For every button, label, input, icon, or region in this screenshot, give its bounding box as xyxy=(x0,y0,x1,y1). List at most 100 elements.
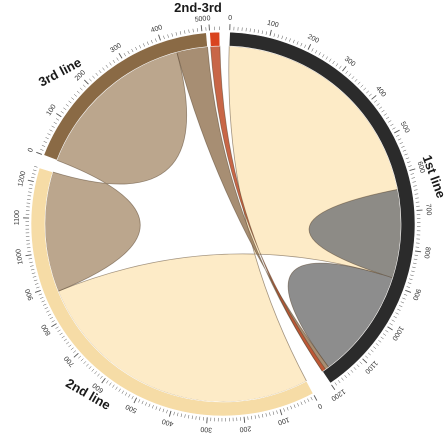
tick-first xyxy=(411,270,415,273)
tick-label-first: 800 xyxy=(422,246,431,259)
tick-third xyxy=(51,125,55,128)
tick-second xyxy=(44,307,48,310)
tick-second xyxy=(55,326,59,329)
tick-second xyxy=(112,384,115,388)
tick-first xyxy=(311,48,314,52)
segment-arc-first xyxy=(228,31,416,384)
tick-second xyxy=(27,195,32,197)
tick-label-second: 300 xyxy=(200,425,212,433)
tick-third xyxy=(158,34,161,41)
tick-first xyxy=(406,286,411,288)
tick-third xyxy=(112,59,116,64)
tick-second xyxy=(155,406,158,410)
tick-second xyxy=(34,289,41,293)
tick-third xyxy=(146,41,149,45)
tick-first xyxy=(273,33,276,37)
tick-first xyxy=(285,36,287,41)
tick-third xyxy=(36,151,43,155)
tick-second xyxy=(57,329,61,333)
tick-second xyxy=(31,176,35,179)
tick-second xyxy=(168,410,172,417)
tick-third xyxy=(41,144,46,147)
tick-second xyxy=(159,407,161,412)
tick-first xyxy=(368,93,372,97)
tick-second xyxy=(32,276,37,278)
segment-arc-second xyxy=(30,167,314,417)
tick-second xyxy=(46,310,50,313)
tick-first xyxy=(341,377,344,381)
tick-label-second: 200 xyxy=(239,424,251,432)
tick-first xyxy=(329,58,332,62)
tick-label-first: 1200 xyxy=(330,387,347,402)
tick-second xyxy=(91,368,95,372)
tick-first xyxy=(300,42,303,47)
tick-second xyxy=(138,399,141,403)
tick-first xyxy=(396,134,400,137)
link-third-second-2 xyxy=(44,51,188,292)
tick-third xyxy=(60,111,64,114)
tick-third xyxy=(105,64,109,68)
tick-first xyxy=(388,120,392,123)
tick-third xyxy=(163,35,165,40)
tick-second xyxy=(279,409,283,416)
tick-third xyxy=(65,104,69,107)
tick-third xyxy=(155,38,157,42)
tick-first xyxy=(401,145,405,148)
tick-first xyxy=(402,297,406,300)
tick-second xyxy=(133,397,138,404)
tick-second xyxy=(276,410,278,414)
tick-second xyxy=(59,332,63,336)
tick-first xyxy=(344,375,347,379)
tick-third xyxy=(116,57,119,61)
tick-first xyxy=(332,60,335,65)
tick-second xyxy=(180,413,182,418)
tick-first xyxy=(400,301,405,304)
tick-second xyxy=(258,414,260,419)
tick-first xyxy=(381,109,385,113)
tick-first xyxy=(404,153,408,156)
tick-second xyxy=(145,402,147,406)
tick-first xyxy=(399,305,403,308)
tick-second xyxy=(40,297,44,299)
tick-second xyxy=(34,166,38,168)
tick-third xyxy=(47,133,51,136)
tick-first xyxy=(402,149,407,152)
tick-first xyxy=(405,157,410,160)
tick-label-third: 0 xyxy=(27,147,35,153)
tick-third xyxy=(49,129,53,132)
tick-third xyxy=(71,97,75,100)
tick-second xyxy=(85,363,89,367)
tick-first xyxy=(351,76,355,80)
tick-second xyxy=(162,408,165,413)
tick-second xyxy=(38,293,43,296)
tick-second xyxy=(29,261,33,263)
tick-first xyxy=(373,346,377,350)
tick-first xyxy=(325,56,328,60)
tick-second xyxy=(265,413,267,417)
tick-second xyxy=(70,347,74,351)
tick-first xyxy=(414,189,418,191)
tick-second xyxy=(286,407,289,411)
tick-third xyxy=(127,50,130,55)
tick-first xyxy=(395,312,399,315)
tick-first xyxy=(391,319,395,322)
tick-label-first: 200 xyxy=(306,33,320,44)
tick-label-first: 600 xyxy=(416,161,426,174)
tick-first xyxy=(277,34,280,38)
tick-first xyxy=(269,29,272,36)
tick-first xyxy=(350,369,354,373)
tick-second xyxy=(184,414,186,418)
tick-third xyxy=(150,39,153,44)
tick-first xyxy=(390,123,394,127)
tick-label-second: 1200 xyxy=(17,171,27,188)
tick-second xyxy=(115,386,118,390)
tick-third xyxy=(40,148,44,151)
tick-first xyxy=(380,336,384,340)
tick-first xyxy=(360,84,364,88)
tick-first xyxy=(413,185,417,187)
tick-first xyxy=(399,142,403,145)
tick-third xyxy=(102,67,105,71)
tick-first xyxy=(394,129,400,134)
